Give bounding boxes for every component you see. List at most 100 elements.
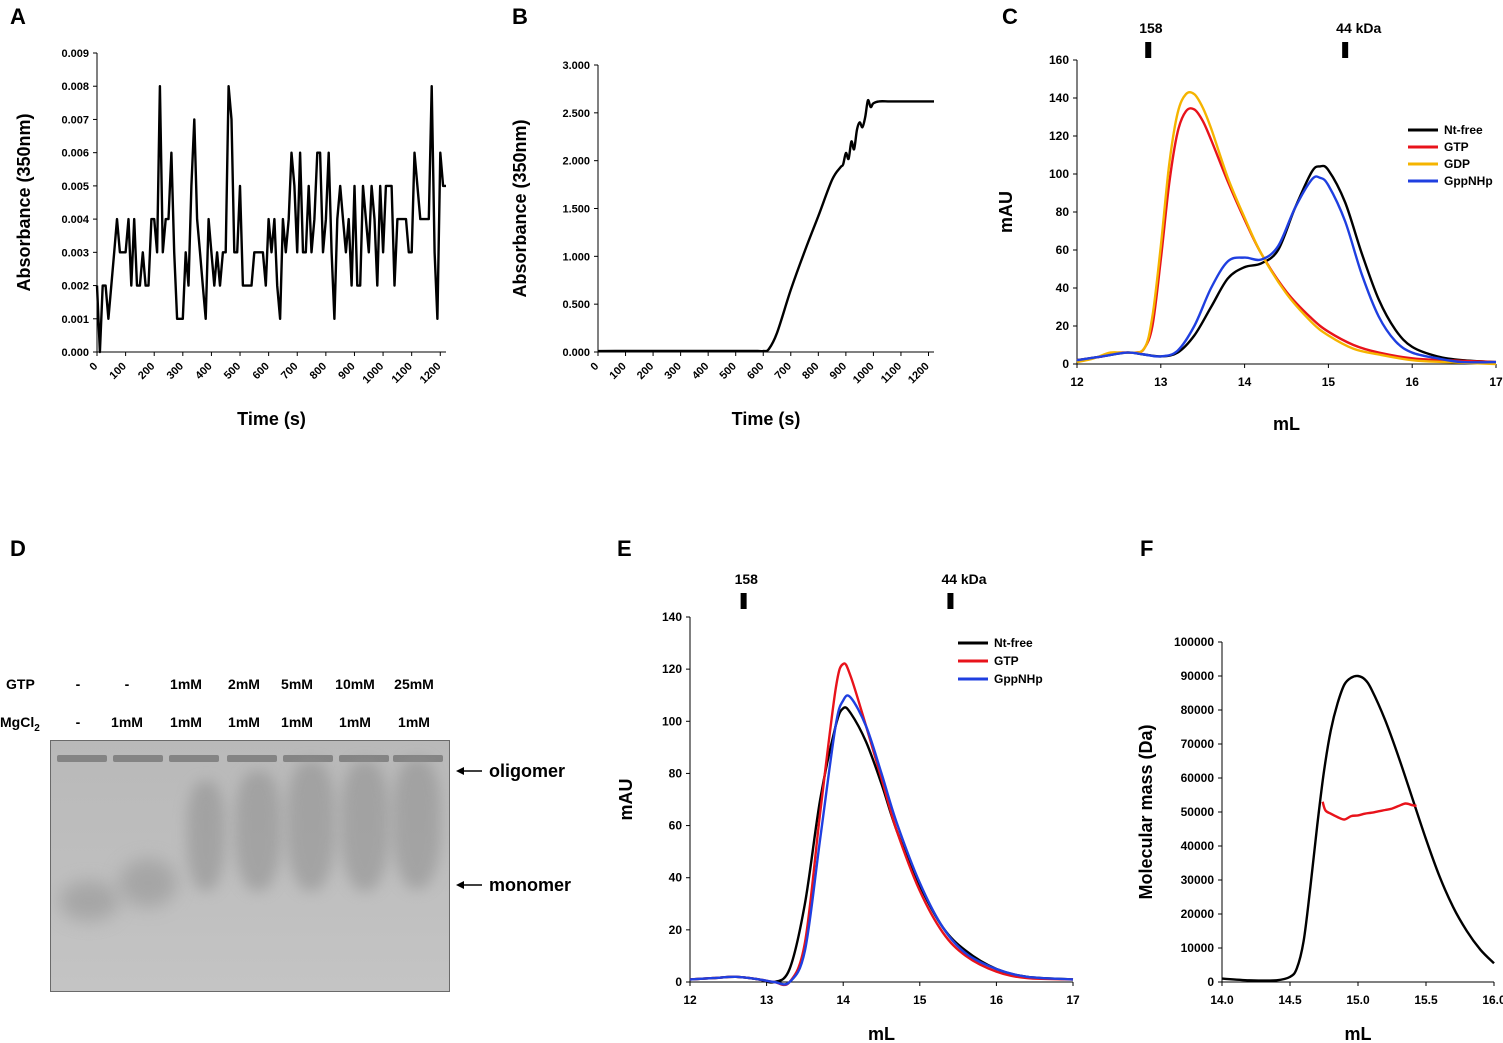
gel-mgcl2-value: 1mM <box>398 714 430 730</box>
y-tick-label: 0 <box>1207 975 1214 989</box>
y-tick-label: 40 <box>1056 281 1070 295</box>
x-tick-label: 500 <box>222 360 243 381</box>
y-axis-label: Absorbance (350nm) <box>510 119 530 297</box>
panel-label-e: E <box>617 536 632 561</box>
series-line-gppnhp <box>689 694 1074 986</box>
gel-mgcl2-value: 1mM <box>228 714 260 730</box>
x-tick-label: 900 <box>828 360 849 381</box>
y-tick-label: 40000 <box>1181 839 1215 853</box>
y-tick-label: 40 <box>669 871 683 885</box>
x-tick-label: 1000 <box>361 360 387 386</box>
y-tick-label: 60000 <box>1181 771 1215 785</box>
x-tick-label: 300 <box>662 360 683 381</box>
gel-well <box>169 755 219 762</box>
gel-row-label-mgcl2: MgCl2 <box>0 714 40 734</box>
y-tick-label: 0.009 <box>61 48 89 60</box>
gel-mgcl2-value: 1mM <box>111 714 143 730</box>
y-tick-label: 2.000 <box>562 156 590 168</box>
gel-mgcl2-value: 1mM <box>339 714 371 730</box>
series-line-signal <box>1221 674 1495 982</box>
y-tick-label: 120 <box>1049 129 1069 143</box>
gel-row-label-gtp: GTP <box>6 676 35 692</box>
y-tick-label: 10000 <box>1181 941 1215 955</box>
x-tick-label: 1200 <box>418 360 444 386</box>
x-axis-label: Time (s) <box>237 409 306 429</box>
legend-label: GppNHp <box>994 672 1043 686</box>
series-line-nt-free <box>1076 164 1497 364</box>
x-tick-label: 500 <box>718 360 739 381</box>
gel-labels: GTP MgCl2 - - 1mM 2mM 5mM 10mM 25mM - 1mM 1mM 1mM… <box>0 676 571 895</box>
y-tick-label: 90000 <box>1181 669 1215 683</box>
gel-gtp-value: 1mM <box>170 676 202 692</box>
y-tick-label: 1.000 <box>562 251 590 263</box>
y-tick-label: 60 <box>1056 243 1070 257</box>
size-marker <box>740 593 747 609</box>
gel-gtp-value: 5mM <box>281 676 313 692</box>
x-tick-label: 100 <box>607 360 628 381</box>
size-marker <box>1145 42 1152 58</box>
gel-mgcl2-text: MgCl <box>0 714 34 730</box>
y-tick-label: 80000 <box>1181 703 1215 717</box>
x-axis-label: Time (s) <box>732 409 801 429</box>
y-tick-label: 80 <box>669 766 683 780</box>
legend-label: GDP <box>1444 157 1470 171</box>
x-tick-label: 100 <box>107 360 128 381</box>
y-tick-label: 0 <box>1062 357 1069 371</box>
x-tick-label: 16 <box>1406 375 1420 389</box>
y-tick-label: 0.001 <box>61 314 89 326</box>
x-tick-label: 600 <box>745 360 766 381</box>
x-tick-label: 14 <box>1238 375 1252 389</box>
x-tick-label: 15.0 <box>1346 993 1370 1007</box>
gel-mgcl2-value: - <box>76 714 81 730</box>
gel-band-lane1 <box>59 881 119 921</box>
monomer-arrow <box>456 881 482 889</box>
x-tick-label: 600 <box>250 360 271 381</box>
panel-label-c: C <box>1002 4 1018 29</box>
x-tick-label: 1100 <box>390 360 415 385</box>
gel-smear-lane7 <box>393 759 441 889</box>
gel-smear-lane3 <box>187 781 225 891</box>
x-tick-label: 300 <box>165 360 186 381</box>
x-tick-label: 400 <box>690 360 711 381</box>
panel-label-b: B <box>512 4 528 29</box>
x-tick-label: 12 <box>1070 375 1084 389</box>
gel-smear-lane6 <box>341 761 389 891</box>
chart-e: 0 20 40 60 80 100 120 140 12 13 14 15 16 17 mL mAU 158 44… <box>616 571 1080 1043</box>
gel-well <box>393 755 443 762</box>
y-tick-label: 0.008 <box>61 81 89 93</box>
gel-well <box>283 755 333 762</box>
y-tick-label: 0.002 <box>61 281 89 293</box>
size-marker <box>1342 42 1349 58</box>
x-tick-label: 900 <box>336 360 357 381</box>
chart-a: 0.000 0.001 0.002 0.003 0.004 0.005 0.006 0.007… <box>14 48 446 429</box>
legend-label: Nt-free <box>994 636 1033 650</box>
y-tick-label: 70000 <box>1181 737 1215 751</box>
y-tick-label: 80 <box>1056 205 1070 219</box>
legend-label: GppNHp <box>1444 174 1493 188</box>
monomer-label: monomer <box>489 875 571 895</box>
gel-mgcl2-subscript: 2 <box>34 723 40 734</box>
y-tick-label: 120 <box>662 662 682 676</box>
chart-f: 0 10000 20000 30000 40000 50000 60000 70000 8000… <box>1136 635 1503 1043</box>
x-tick-label: 1200 <box>906 360 932 386</box>
y-tick-label: 0.004 <box>61 214 89 226</box>
y-tick-label: 100 <box>1049 167 1069 181</box>
x-tick-label: 800 <box>308 360 329 381</box>
chart-c: 0 20 40 60 80 100 120 140 160 12 13 14 15 16 17 mL mAU 15… <box>996 20 1503 434</box>
y-tick-label: 0.007 <box>61 114 89 126</box>
y-tick-label: 60 <box>669 819 683 833</box>
gel-gtp-value: 10mM <box>335 676 375 692</box>
gel-well <box>339 755 389 762</box>
gel-mgcl2-row: - 1mM 1mM 1mM 1mM 1mM 1mM <box>76 714 430 730</box>
y-tick-label: 140 <box>1049 91 1069 105</box>
x-axis-label: mL <box>1273 414 1300 434</box>
x-tick-label: 17 <box>1489 375 1503 389</box>
y-tick-label: 20 <box>669 923 683 937</box>
x-axis-label: mL <box>868 1024 895 1043</box>
x-tick-label: 200 <box>136 360 157 381</box>
series-line-nt-free <box>689 706 1074 984</box>
y-axis-label: Absorbance (350nm) <box>14 113 34 291</box>
y-tick-label: 0 <box>675 975 682 989</box>
y-tick-label: 1.500 <box>562 204 590 216</box>
